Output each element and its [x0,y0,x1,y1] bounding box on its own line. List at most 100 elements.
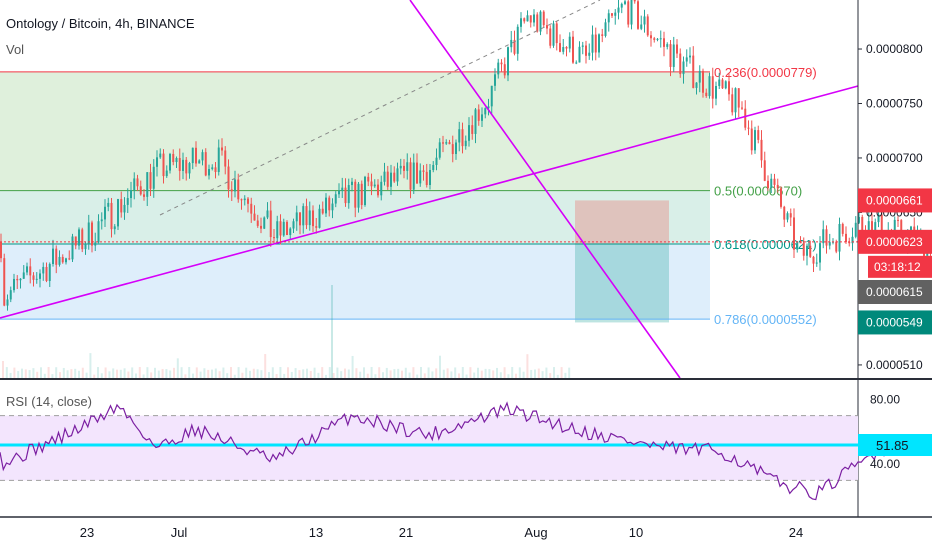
candle [500,62,503,65]
candle [481,114,483,121]
candle [591,34,594,53]
volume-bar [427,367,430,378]
candle [68,258,71,260]
volume-bar [47,367,50,378]
candle [250,203,253,214]
candle [149,172,152,189]
volume-bar [104,367,107,378]
candle [29,266,32,276]
candle [399,165,402,169]
volume-bar [184,374,187,378]
candle [32,275,35,280]
candle [97,221,100,243]
candle [474,109,477,134]
candle [744,108,747,128]
candle [845,233,847,243]
candle [679,53,682,75]
candle [55,248,58,265]
candle [555,23,558,44]
candle [825,229,828,246]
candle [334,194,337,204]
candle [617,7,620,13]
volume-bar [55,367,58,378]
volume-bar [461,367,464,378]
volume-bar [5,367,8,378]
candle [3,258,6,306]
volume-bar [146,367,149,378]
time-label: Jul [171,525,188,540]
volume-bar [332,373,335,378]
candle [624,1,626,4]
volume-bar [378,367,381,378]
candle [136,178,139,187]
candle [120,199,123,213]
candle [776,184,779,189]
candle [390,172,392,187]
candle [666,44,669,47]
tag-current-price-bg [858,229,932,254]
volume-bar [488,369,491,378]
candle [516,26,519,54]
volume-bar [81,367,84,378]
candle [672,44,675,67]
candle [214,167,217,173]
volume-bar [496,367,498,378]
candle [299,212,301,226]
candle [533,14,535,23]
candle [637,1,639,29]
candle [809,245,812,257]
candle [523,18,526,22]
volume-bar [74,368,77,378]
rsi-line [0,401,932,501]
volume-bar [264,354,267,378]
volume-bar [51,374,54,378]
volume-bar [507,374,510,378]
volume-bar [203,368,206,378]
candle [159,153,162,158]
candle [6,299,9,306]
dashed-channel-line [159,0,601,216]
candle [263,217,266,229]
volume-bar [66,370,69,378]
volume-bar [363,367,365,378]
candle [367,176,370,182]
volume-bar [17,371,20,378]
candle [737,88,740,108]
price-tick-label: 0.0000510 [866,358,923,372]
candle [354,181,357,208]
volume-bar [40,367,42,378]
candle [133,178,136,191]
candle [432,164,435,171]
volume-bar [484,368,487,378]
candle [692,55,695,88]
volume-bar [344,368,346,378]
candle [900,220,903,240]
volume-bar [237,367,240,378]
volume-bar [317,372,320,378]
candle [747,127,750,129]
candle [497,62,500,75]
volume-bar [442,369,445,378]
volume-bar [180,367,183,378]
candle [760,139,763,161]
candle [315,226,318,228]
candle [169,153,171,171]
candle [838,223,841,252]
fib-zone-0236-05 [0,71,710,191]
candle [910,226,912,233]
volume-bar [446,368,449,378]
candle [292,221,295,229]
candle [429,170,431,185]
candle [396,168,399,182]
volume-bar [131,367,134,378]
volume-bar [241,372,244,378]
candle [614,12,617,16]
volume-bar [389,370,392,378]
candle [321,208,324,214]
volume-bar [534,369,536,378]
candle [650,35,652,39]
volume-bar [161,368,164,378]
candle [269,210,272,238]
